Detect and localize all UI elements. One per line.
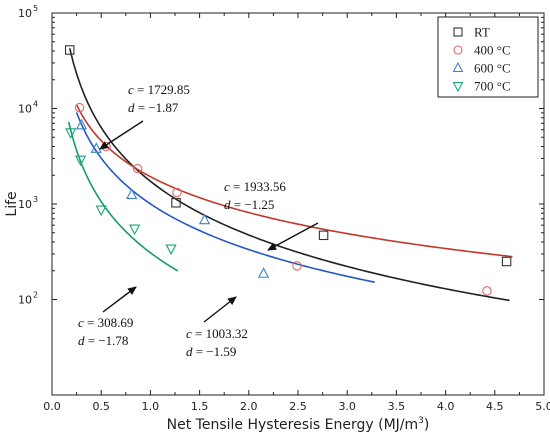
data-point-2-3 [198, 213, 211, 225]
annotation-c-label: c [128, 82, 134, 97]
annotation-arrow [203, 296, 237, 323]
annotation-c-line: c = 1933.56 [224, 179, 286, 194]
legend-marker-2 [452, 61, 464, 73]
annotations: c = 1729.85d = −1.87c = 1933.56d = −1.25… [78, 82, 319, 359]
annotation-c-line: c = 1729.85 [128, 82, 190, 97]
x-tick-label: 2.5 [289, 400, 307, 413]
y-tick-label: 10 [18, 294, 32, 307]
annotation-d-label: d [224, 197, 231, 212]
annotation-c-label: c [78, 315, 84, 330]
data-point-2-4 [257, 267, 270, 278]
legend-marker-1 [453, 45, 463, 55]
y-tick-label: 10 [18, 7, 32, 20]
fit-curve-3 [67, 121, 179, 272]
annotation-rt: c = 1729.85 d = −1.87 [99, 82, 190, 150]
y-tick-exp: 4 [33, 100, 38, 109]
x-tick-label: 2.0 [240, 400, 258, 413]
x-tick-label: 1.5 [191, 400, 209, 413]
annotation-d-line: d = −1.59 [186, 344, 236, 359]
legend-label: RT [474, 25, 490, 40]
data-point-1-3 [172, 187, 182, 198]
data-point-1-0 [74, 102, 85, 113]
y-tick-exp: 5 [33, 4, 38, 13]
y-tick-label: 10 [18, 198, 32, 211]
x-axis-title: Net Tensile Hysteresis Energy (MJ/m3) [167, 416, 430, 433]
data-point-0-3 [501, 256, 512, 267]
plot-layer [64, 45, 513, 302]
y-tick-label: 10 [18, 103, 32, 116]
x-tick-label: 5.0 [535, 400, 550, 413]
annotation-t400: c = 1933.56 d = −1.25 [224, 179, 319, 251]
y-tick-exp: 2 [33, 291, 38, 300]
data-point-1-4 [292, 261, 302, 271]
legend-marker-3 [452, 81, 464, 93]
legend-marker-0 [453, 27, 463, 37]
annotation-t600: c = 1003.32 d = −1.59 [186, 296, 248, 359]
x-tick-label: 4.5 [486, 400, 504, 413]
data-point-3-4 [165, 244, 177, 256]
fit-curve-1 [75, 104, 513, 258]
annotation-c-value: = 308.69 [84, 315, 134, 330]
y-tick-exp: 3 [33, 195, 38, 204]
legend-label: 400 °C [474, 43, 511, 58]
annotation-d-value: = −1.78 [85, 333, 129, 348]
data-point-1-2 [132, 163, 143, 174]
annotation-c-value: = 1729.85 [134, 82, 190, 97]
y-tick-base: 10 [18, 7, 32, 20]
annotation-arrow [267, 222, 319, 251]
annotation-d-label: d [78, 333, 85, 348]
x-tick-label: 1.0 [142, 400, 160, 413]
data-point-2-2 [126, 188, 138, 199]
annotation-c-line: c = 308.69 [78, 315, 133, 330]
annotation-arrow [99, 120, 144, 150]
data-point-0-2 [318, 230, 329, 241]
data-point-3-1 [74, 155, 87, 167]
annotation-d-label: d [128, 100, 135, 115]
data-point-2-1 [90, 142, 102, 153]
annotation-d-line: d = −1.25 [224, 197, 274, 212]
annotation-c-label: c [224, 179, 230, 194]
axes-layer: 0.0 0.5 1.0 1.5 2.0 2.5 3.0 3.5 4.0 4.5 5.010 210 31… [4, 4, 550, 433]
annotation-d-value: = −1.59 [193, 344, 237, 359]
fit-curve-2 [75, 112, 375, 283]
data-point-2-0 [75, 118, 88, 130]
y-tick-base: 10 [18, 103, 32, 116]
x-axis-title-end: ) [424, 417, 429, 433]
x-tick-label: 4.0 [437, 400, 455, 413]
y-axis-title: Life [4, 191, 20, 216]
fit-curve-0 [68, 48, 510, 302]
data-point-1-5 [482, 286, 492, 296]
data-point-3-0 [65, 128, 77, 139]
x-tick-label: 3.0 [338, 400, 356, 413]
annotation-arrow [102, 286, 137, 313]
annotation-t700: c = 308.69 d = −1.78 [78, 286, 137, 348]
annotation-d-label: d [186, 344, 193, 359]
annotation-c-line: c = 1003.32 [186, 326, 248, 341]
legend: RT 400 °C 600 °C 700 °C [437, 16, 539, 98]
annotation-d-value: = −1.87 [135, 100, 179, 115]
x-tick-label: 0.5 [92, 400, 110, 413]
data-point-3-3 [129, 224, 141, 236]
annotation-d-value: = −1.25 [231, 197, 275, 212]
y-tick-base: 10 [18, 198, 32, 211]
x-axis-title-sup: 3 [418, 416, 424, 426]
annotation-c-value: = 1003.32 [192, 326, 248, 341]
annotation-c-label: c [186, 326, 192, 341]
data-point-3-2 [95, 205, 107, 217]
data-point-0-1 [171, 198, 181, 208]
y-tick-base: 10 [18, 294, 32, 307]
data-point-0-0 [64, 45, 75, 55]
annotation-d-line: d = −1.78 [78, 333, 128, 348]
annotation-c-value: = 1933.56 [230, 179, 287, 194]
x-axis-title-text: Net Tensile Hysteresis Energy (MJ/m [167, 417, 419, 433]
legend-label: 600 °C [474, 61, 511, 76]
x-tick-label: 0.0 [43, 400, 61, 413]
annotation-d-line: d = −1.87 [128, 100, 179, 115]
x-tick-label: 3.5 [388, 400, 406, 413]
legend-label: 700 °C [474, 79, 511, 94]
